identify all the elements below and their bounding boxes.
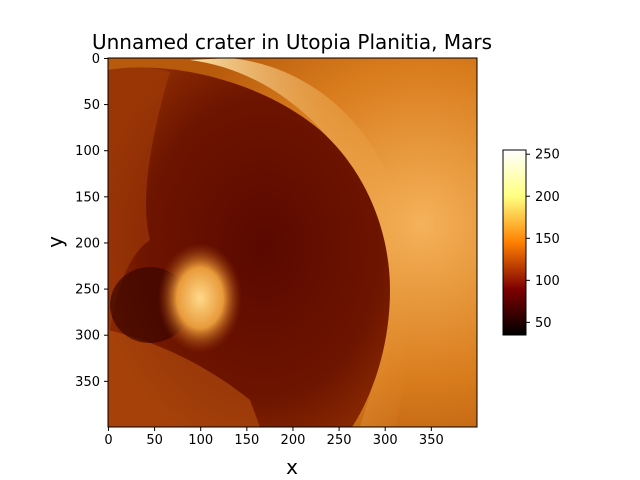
y-tick-label: 250 (75, 283, 100, 298)
x-axis-label: x (286, 455, 298, 479)
y-tick-label: 100 (75, 144, 100, 159)
chart-title: Unnamed crater in Utopia Planitia, Mars (92, 30, 492, 54)
x-tick-label: 150 (234, 433, 259, 448)
colorbar-tick-label: 200 (535, 190, 560, 205)
x-tick-label: 0 (104, 433, 112, 448)
colorbar (502, 149, 527, 336)
x-tick-label: 250 (327, 433, 352, 448)
y-tick-label: 150 (75, 190, 100, 205)
central-bright-peak (158, 243, 242, 353)
y-tick-label: 300 (75, 329, 100, 344)
colorbar-tick-label: 150 (535, 232, 560, 247)
y-tick-label: 200 (75, 236, 100, 251)
y-axis-ticks: 0 50 100 150 200 250 300 350 (75, 52, 108, 390)
colorbar-tick-label: 250 (535, 148, 560, 163)
y-axis-label: y (43, 236, 67, 248)
west-wall (108, 67, 170, 350)
colorbar-tick-label: 100 (535, 274, 560, 289)
x-tick-label: 50 (146, 433, 163, 448)
x-tick-label: 300 (373, 433, 398, 448)
x-tick-label: 100 (188, 433, 213, 448)
y-tick-label: 50 (83, 98, 100, 113)
x-axis-ticks: 0 50 100 150 200 250 300 350 (104, 427, 444, 448)
colorbar-tick-label: 50 (535, 316, 552, 331)
y-tick-label: 350 (75, 375, 100, 390)
bright-rim (190, 58, 414, 427)
x-tick-label: 350 (419, 433, 444, 448)
x-tick-label: 200 (281, 433, 306, 448)
lower-left-terrain (108, 330, 260, 427)
y-tick-label: 0 (92, 52, 100, 67)
heatmap-image (108, 58, 477, 427)
colorbar-ticks: 50 100 150 200 250 (526, 148, 560, 331)
